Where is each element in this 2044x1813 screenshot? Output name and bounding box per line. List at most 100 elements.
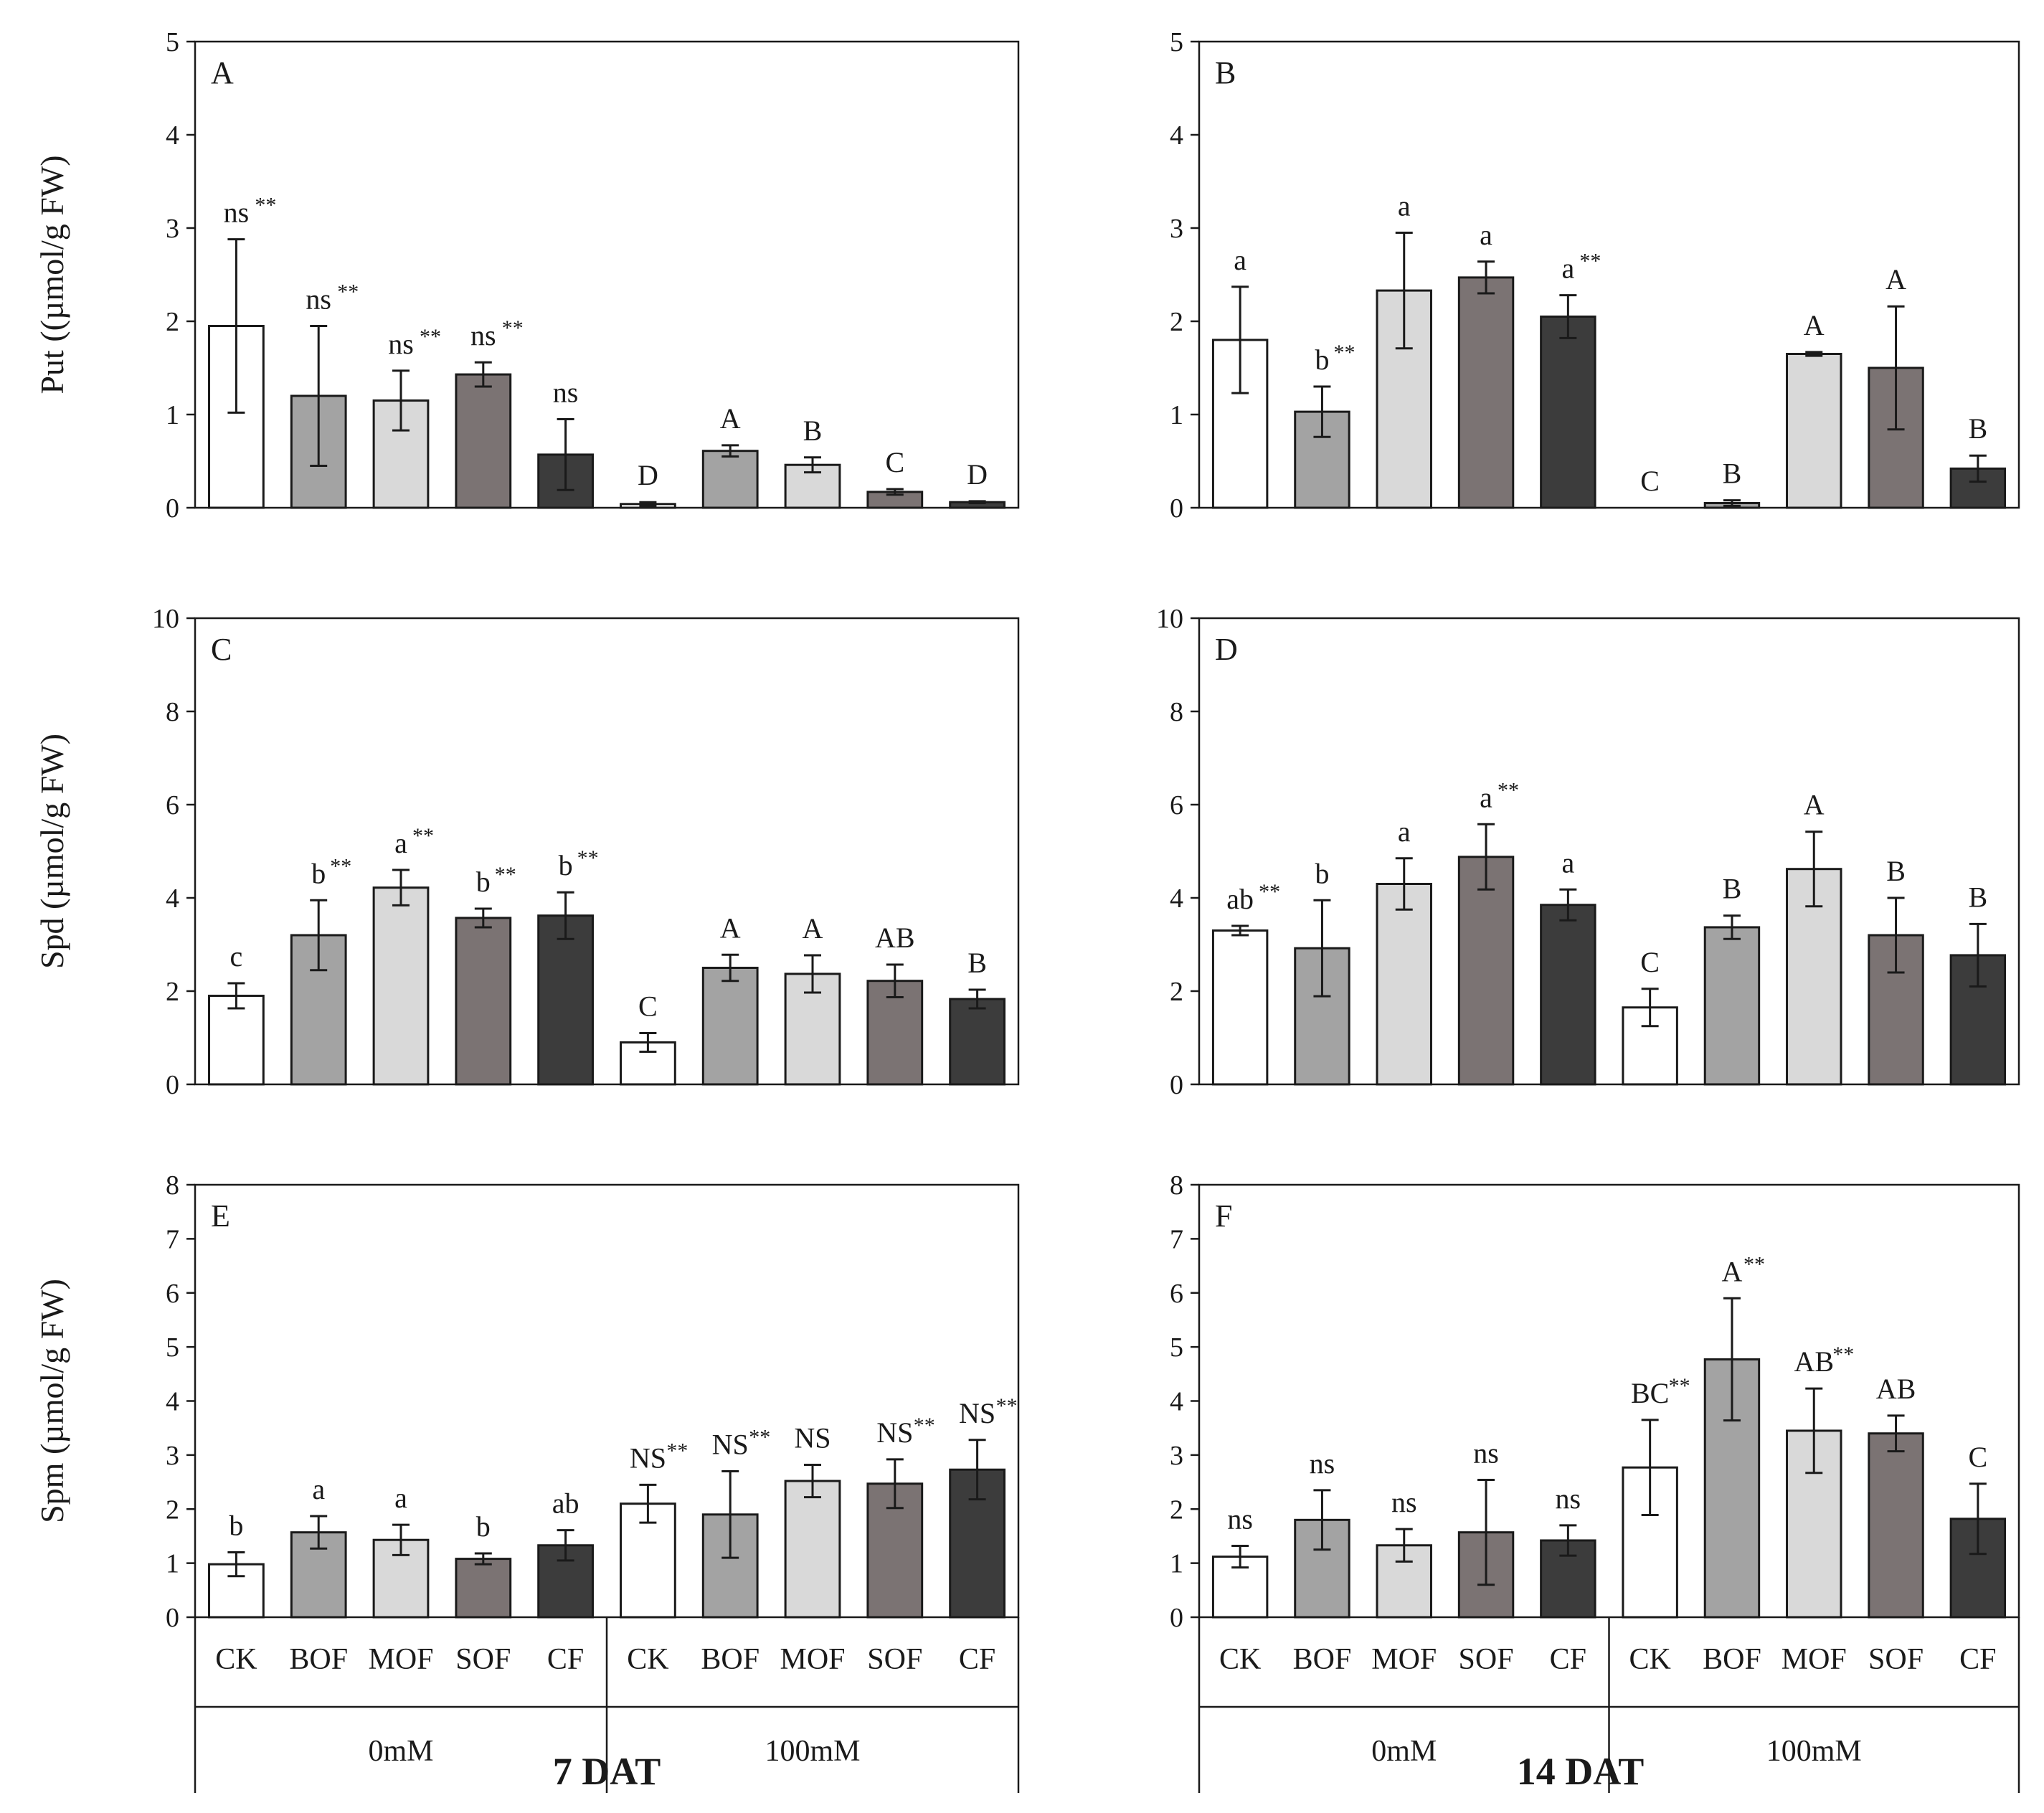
panel-e-sig-stars: **	[914, 1414, 935, 1437]
panel-f-xcat-label: CF	[1550, 1643, 1586, 1676]
panel-f-ytick-label: 2	[1170, 1495, 1183, 1525]
panel-c-bar	[208, 995, 265, 1086]
panel-b-sig-label: a	[1561, 252, 1574, 285]
panel-f-sig-label: ns	[1391, 1486, 1417, 1518]
panel-e-ytick-label: 5	[166, 1332, 179, 1363]
panel-e-ytick-label: 7	[166, 1224, 179, 1254]
panel-e-ytick-label: 2	[166, 1495, 179, 1525]
panel-c-sig-label: A	[803, 912, 823, 945]
panel-a-frame	[194, 40, 1020, 509]
panel-e-sig-stars: **	[749, 1425, 770, 1449]
panel-d-sig-label: C	[1640, 946, 1660, 978]
panel-f-sig-label: ns	[1556, 1482, 1581, 1515]
panel-a-ytick-label: 3	[166, 214, 179, 244]
panel-c-ytick-label: 10	[152, 604, 179, 634]
panel-f-ytick-label: 0	[1170, 1603, 1183, 1633]
panel-b-sig-label: A	[1886, 263, 1906, 295]
panel-f-sig-stars: **	[1743, 1252, 1765, 1276]
panel-b-letter: B	[1215, 55, 1236, 90]
panel-c-sig-stars: **	[577, 846, 599, 870]
panel-b-bar	[1786, 353, 1842, 509]
panel-d-sig-stars: **	[1497, 778, 1519, 802]
panel-c-sig-stars: **	[330, 854, 351, 878]
panel-c-bar	[455, 917, 512, 1086]
panel-e-xcat-label: CK	[215, 1643, 257, 1676]
panel-c-ytick-label: 2	[166, 977, 179, 1007]
panel-c-ytick-label: 4	[166, 884, 179, 914]
panel-e-sig-stars: **	[996, 1394, 1018, 1418]
panel-a-ytick-label: 5	[166, 27, 179, 57]
panel-a-ytick-label: 0	[166, 493, 179, 524]
panel-d-ytick-label: 10	[1156, 604, 1183, 634]
panel-f-letter: F	[1215, 1198, 1232, 1234]
panel-f-ytick-label: 7	[1170, 1224, 1183, 1254]
panel-e-sig-label: a	[394, 1482, 407, 1514]
panel-c-sig-label: b	[559, 849, 573, 881]
panel-f-xcat-label: CK	[1629, 1643, 1670, 1676]
panel-a-sig-label: ns	[470, 319, 496, 351]
panel-a-sig-stars: **	[420, 325, 441, 349]
panel-a-ylabel: Put ((µmol/g FW)	[34, 155, 70, 394]
panel-c-sig-label: C	[638, 990, 658, 1023]
panel-e-ytick-label: 1	[166, 1549, 179, 1579]
panel-f-sig-stars: **	[1669, 1374, 1690, 1398]
panel-e-xcat-label: CF	[547, 1643, 584, 1676]
panel-d-sig-label: B	[1969, 881, 1988, 913]
panel-c-sig-stars: **	[412, 824, 434, 848]
panel-f-ytick-label: 8	[1170, 1170, 1183, 1201]
panel-c-bar	[290, 934, 347, 1086]
panel-a-bar	[455, 373, 512, 509]
panel-c-bar	[701, 967, 759, 1086]
panel-f-xcat-label: CF	[1959, 1643, 1996, 1676]
panel-d-frame	[1198, 617, 2020, 1086]
panel-d-ytick-label: 6	[1170, 790, 1183, 820]
panel-b-sig-label: A	[1804, 309, 1825, 341]
panel-e-xcat-label: CF	[959, 1643, 995, 1676]
panel-d-ytick-label: 0	[1170, 1070, 1183, 1100]
panel-a-sig-label: A	[720, 402, 741, 435]
panel-b-ytick-label: 2	[1170, 307, 1183, 337]
panel-e-group-label: 0mM	[368, 1735, 433, 1768]
panel-e-sig-label: ab	[552, 1487, 579, 1520]
panel-a-ytick-label: 2	[166, 307, 179, 337]
panel-c-sig-label: A	[720, 912, 741, 944]
day-label: 7 DAT	[553, 1750, 661, 1793]
panel-b-sig-label: b	[1315, 344, 1329, 376]
panel-b-sig-label: a	[1398, 190, 1411, 222]
panel-e-sig-stars: **	[666, 1439, 688, 1462]
panel-c-sig-label: AB	[875, 922, 915, 954]
panel-f-xcat-label: MOF	[1782, 1643, 1847, 1676]
panel-c-sig-label: a	[394, 827, 407, 859]
panel-f-sig-label: BC	[1631, 1377, 1669, 1409]
panel-f-xcat-label: CK	[1219, 1643, 1261, 1676]
panel-c-ytick-label: 8	[166, 697, 179, 727]
panel-f-sig-label: AB	[1794, 1345, 1834, 1378]
panel-e-sig-label: b	[229, 1510, 243, 1542]
panel-f-xcat-label: SOF	[1868, 1643, 1924, 1676]
panel-d-sig-label: A	[1804, 789, 1825, 821]
panel-e-ytick-label: 6	[166, 1279, 179, 1309]
panel-e-bar	[455, 1558, 512, 1619]
panel-b-sig-stars: **	[1333, 341, 1355, 364]
panel-e-xcat-label: MOF	[368, 1643, 433, 1676]
panel-a-sig-label: ns	[224, 197, 250, 229]
panel-b-ytick-label: 0	[1170, 493, 1183, 524]
panel-e-sig-label: b	[476, 1510, 491, 1543]
panel-b-sig-label: C	[1640, 465, 1660, 497]
panel-e-bar	[784, 1480, 841, 1619]
panel-d-ytick-label: 2	[1170, 977, 1183, 1007]
panel-e-sig-label: a	[312, 1473, 325, 1505]
panel-f-sig-label: ns	[1227, 1503, 1253, 1535]
panel-b-sig-label: a	[1234, 244, 1246, 276]
panel-b-ytick-label: 5	[1170, 27, 1183, 57]
panel-d-letter: D	[1215, 632, 1238, 667]
panel-c-ylabel: Spd (µmol/g FW)	[34, 734, 70, 969]
panel-f-xcat-label: MOF	[1371, 1643, 1437, 1676]
panel-e-xcat-label: BOF	[289, 1643, 348, 1676]
panel-e-xcat-label: CK	[627, 1643, 668, 1676]
panel-f-ytick-label: 5	[1170, 1332, 1183, 1363]
panel-a-letter: A	[211, 55, 234, 90]
panel-b-ytick-label: 4	[1170, 120, 1183, 151]
panel-d-sig-label: a	[1561, 846, 1574, 879]
